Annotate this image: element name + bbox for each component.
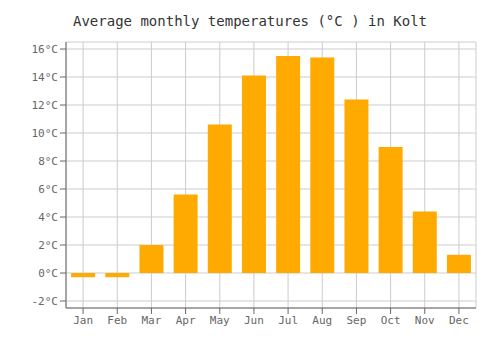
svg-text:6°C: 6°C (38, 183, 58, 196)
svg-text:16°C: 16°C (32, 43, 59, 56)
svg-text:Nov: Nov (415, 314, 435, 327)
svg-text:Jul: Jul (278, 314, 298, 327)
svg-text:Mar: Mar (141, 314, 161, 327)
svg-text:Aug: Aug (312, 314, 332, 327)
svg-text:Jan: Jan (73, 314, 93, 327)
html-text:Average monthly temperatures (: Average monthly temperatures (°C ) in Ko… (73, 13, 427, 29)
svg-text:Apr: Apr (176, 314, 196, 327)
svg-text:-2°C: -2°C (32, 295, 59, 308)
svg-text:8°C: 8°C (38, 155, 58, 168)
svg-text:Feb: Feb (107, 314, 127, 327)
svg-text:Jun: Jun (244, 314, 264, 327)
svg-text:Dec: Dec (449, 314, 469, 327)
svg-text:4°C: 4°C (38, 211, 58, 224)
svg-text:10°C: 10°C (32, 127, 59, 140)
svg-text:2°C: 2°C (38, 239, 58, 252)
svg-text:12°C: 12°C (32, 99, 59, 112)
svg-text:Oct: Oct (381, 314, 401, 327)
svg-text:14°C: 14°C (32, 71, 59, 84)
svg-text:May: May (210, 314, 230, 327)
svg-text:Sep: Sep (346, 314, 366, 327)
svg-text:0°C: 0°C (38, 267, 58, 280)
